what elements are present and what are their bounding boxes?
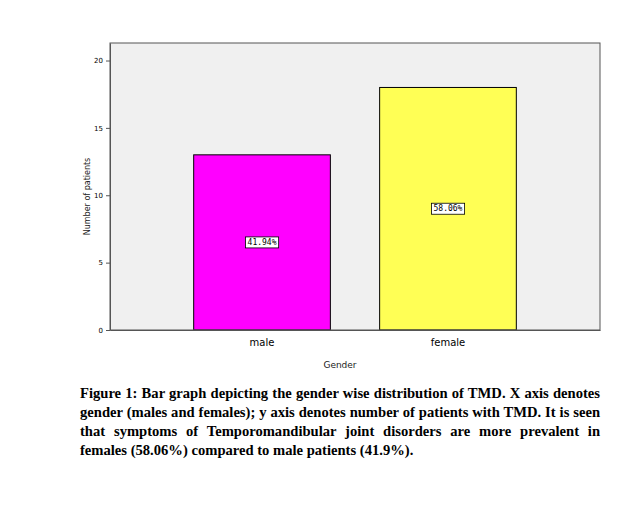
y-tick: 0 [99, 327, 110, 335]
y-axis-title: Number of patients [83, 158, 92, 236]
y-tick-mark [106, 61, 110, 62]
bar [194, 155, 331, 330]
x-tick: male [250, 330, 275, 348]
bar [380, 87, 517, 330]
y-tick: 5 [99, 259, 110, 267]
caption: Figure 1: Bar graph depicting the gender… [80, 384, 600, 460]
x-tick-label: male [250, 337, 275, 348]
y-axis: 0 5 10 15 20 [94, 44, 110, 335]
y-tick: 20 [94, 57, 110, 65]
bars [194, 87, 517, 330]
annotation: 58.06% [432, 203, 465, 214]
y-tick-mark [106, 330, 110, 331]
y-tick-label: 0 [99, 327, 103, 335]
annotation-text: 58.06% [434, 204, 463, 213]
y-tick: 15 [94, 125, 110, 133]
y-tick: 10 [94, 192, 110, 200]
annotation-text: 41.94% [248, 238, 277, 247]
x-axis-line [111, 330, 601, 331]
y-tick-mark [106, 128, 110, 129]
y-tick-label: 5 [99, 259, 103, 267]
x-tick: female [431, 330, 465, 348]
plot-background [110, 43, 600, 330]
annotation-box [432, 203, 465, 214]
x-axis-title: Gender [323, 360, 356, 370]
x-axis: male female [111, 330, 601, 348]
y-axis-line [110, 44, 111, 331]
plot-frame [110, 43, 600, 330]
y-tick-label: 15 [94, 125, 103, 133]
x-tick-label: female [431, 337, 465, 348]
y-tick-label: 20 [94, 57, 103, 65]
annotation: 41.94% [246, 237, 279, 248]
y-tick-mark [106, 263, 110, 264]
annotation-box [246, 237, 279, 248]
y-tick-label: 10 [94, 192, 103, 200]
y-tick-mark [106, 195, 110, 196]
annotations: 41.94% 58.06% [246, 203, 465, 248]
